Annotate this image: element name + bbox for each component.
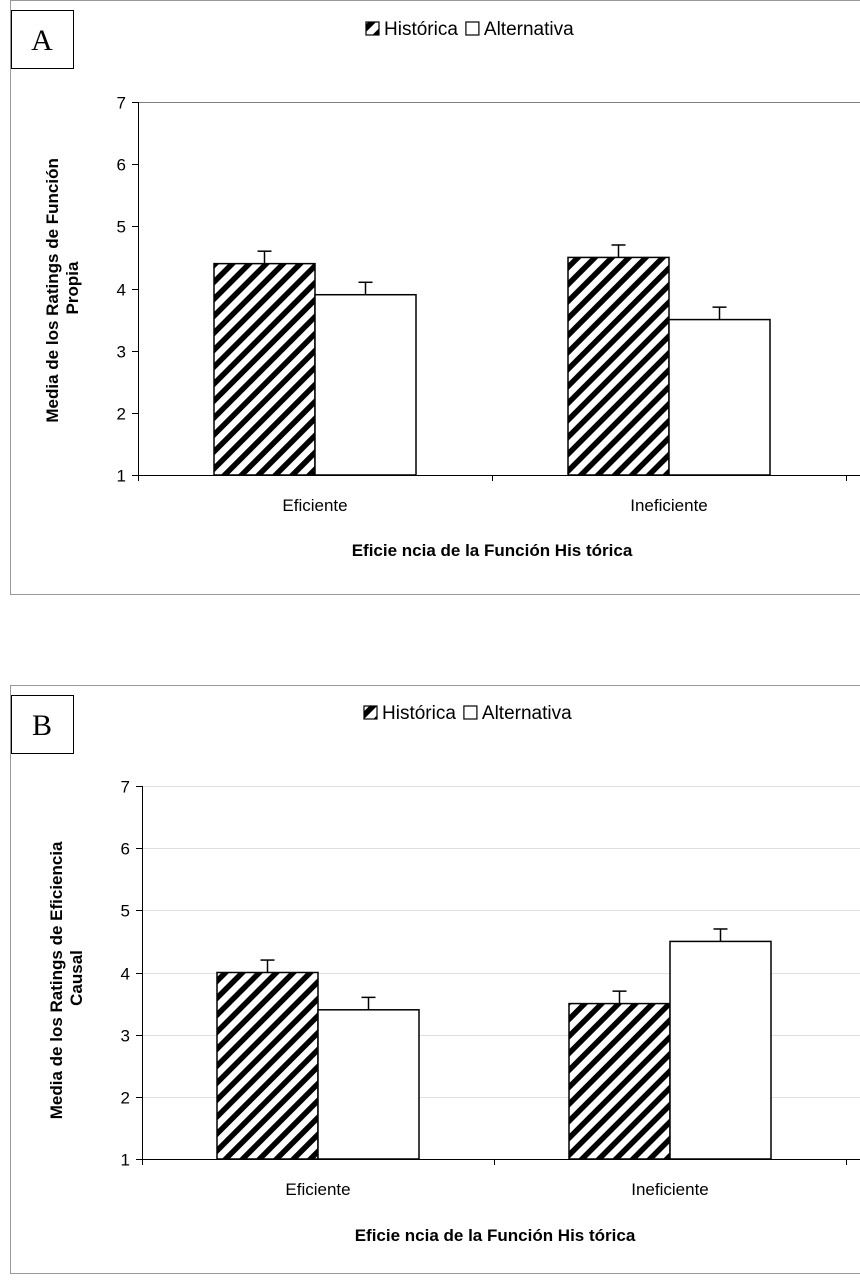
bar-historica-eficiente [214,264,315,475]
y-tick-label: 6 [117,156,126,175]
y-tick-label: 7 [121,778,130,797]
chart-a-frame [11,1,860,595]
plot-area: 1 2 3 4 5 6 7 Eficiente Ineficiente [121,778,860,1200]
legend-label-historica: Histórica [384,19,458,40]
bar-historica-ineficiente [569,1004,670,1159]
legend-label-historica: Histórica [382,703,456,724]
y-axis-label: Media de los Ratings de Función Propia [43,153,82,422]
bar-alternativa-ineficiente [669,320,770,475]
y-tick-label: 2 [117,405,126,424]
legend-swatch-historica [366,22,379,35]
y-tick-label: 3 [121,1027,130,1046]
x-category-label: Eficiente [282,496,347,515]
x-category-label: Eficiente [285,1180,350,1199]
y-axis-label: Media de los Ratings de Eficiencia Causa… [47,837,86,1119]
y-tick-label: 5 [117,218,126,237]
y-axis-label-line-1: Media de los Ratings de Eficiencia [47,841,66,1119]
bar-historica-ineficiente [568,257,669,475]
x-axis-label: Eficie ncia de la Función His tórica [352,541,633,560]
bar-historica-eficiente [217,973,318,1160]
chart-a-svg: A Histórica Alternativa 1 2 3 4 5 6 7 Eficiente I… [0,0,860,600]
panel-b-label: B [32,709,52,742]
x-category-label: Ineficiente [630,496,708,515]
legend-swatch-historica [364,706,377,719]
y-tick-label: 3 [117,343,126,362]
y-tick-label: 5 [121,902,130,921]
legend-label-alternativa: Alternativa [482,703,572,724]
legend-label-alternativa: Alternativa [484,19,574,40]
y-axis-label-line-2: Causal [67,950,86,1006]
bar-alternativa-ineficiente [670,941,771,1159]
y-tick-label: 4 [117,281,126,300]
y-tick-label: 6 [121,840,130,859]
y-axis-label-line-1: Media de los Ratings de Función [43,158,62,422]
y-tick-label: 1 [121,1151,130,1170]
y-tick-label: 2 [121,1089,130,1108]
y-tick-label: 1 [117,467,126,486]
y-tick-label: 4 [121,965,130,984]
x-axis-label: Eficie ncia de la Función His tórica [355,1226,636,1245]
legend: Histórica Alternativa [366,19,574,40]
chart-panel-a: A Histórica Alternativa 1 2 3 4 5 6 7 Eficiente I… [0,0,860,600]
legend-swatch-alternativa [464,706,477,719]
bar-alternativa-eficiente [315,295,416,475]
chart-b-svg: B Histórica Alternativa 1 2 3 4 5 6 7 Eficiente I… [0,685,860,1275]
legend-swatch-alternativa [466,22,479,35]
plot-area: 1 2 3 4 5 6 7 Eficiente Ineficiente [117,94,860,516]
y-axis-label-line-2: Propia [63,261,82,314]
panel-a-label: A [31,24,53,57]
bar-alternativa-eficiente [318,1010,419,1159]
chart-panel-b: B Histórica Alternativa 1 2 3 4 5 6 7 Eficiente I… [0,685,860,1275]
legend: Histórica Alternativa [364,703,572,724]
y-tick-label: 7 [117,94,126,113]
x-category-label: Ineficiente [631,1180,709,1199]
